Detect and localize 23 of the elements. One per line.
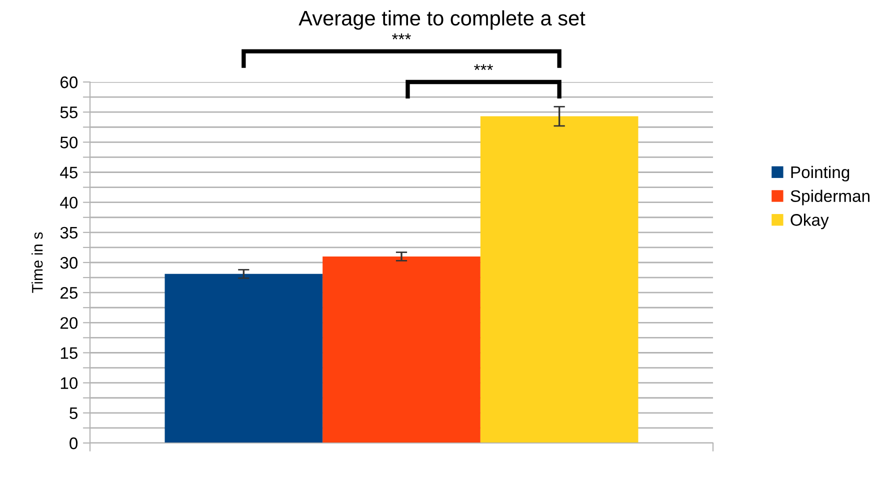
y-tick-label: 15 (60, 347, 78, 359)
y-tick-label: 5 (70, 407, 78, 420)
text: *** (392, 34, 411, 40)
y-tick-label: 50 (60, 136, 78, 148)
y-tick-label: 10 (60, 377, 78, 390)
y-tick-label: 35 (60, 226, 78, 239)
y-axis-title: Time in s (32, 232, 43, 293)
bar (322, 256, 480, 443)
bar (480, 116, 638, 443)
y-tick-label: 55 (60, 106, 78, 118)
y-tick-label: 60 (60, 76, 78, 88)
text: *** (474, 64, 493, 70)
legend-label: Pointing (791, 166, 850, 182)
y-tick-label: 20 (60, 317, 78, 329)
legend-label: Spiderman (790, 190, 870, 206)
y-tick-label: 0 (70, 437, 78, 450)
y-tick-label: 40 (60, 196, 78, 209)
y-tick-label: 45 (60, 166, 78, 178)
y-tick-label: 25 (60, 286, 78, 299)
y-tick-label: 30 (60, 256, 78, 269)
legend-label: Okay (790, 214, 829, 230)
bar (164, 274, 323, 443)
chart-title: Average time to complete a set (298, 10, 586, 30)
